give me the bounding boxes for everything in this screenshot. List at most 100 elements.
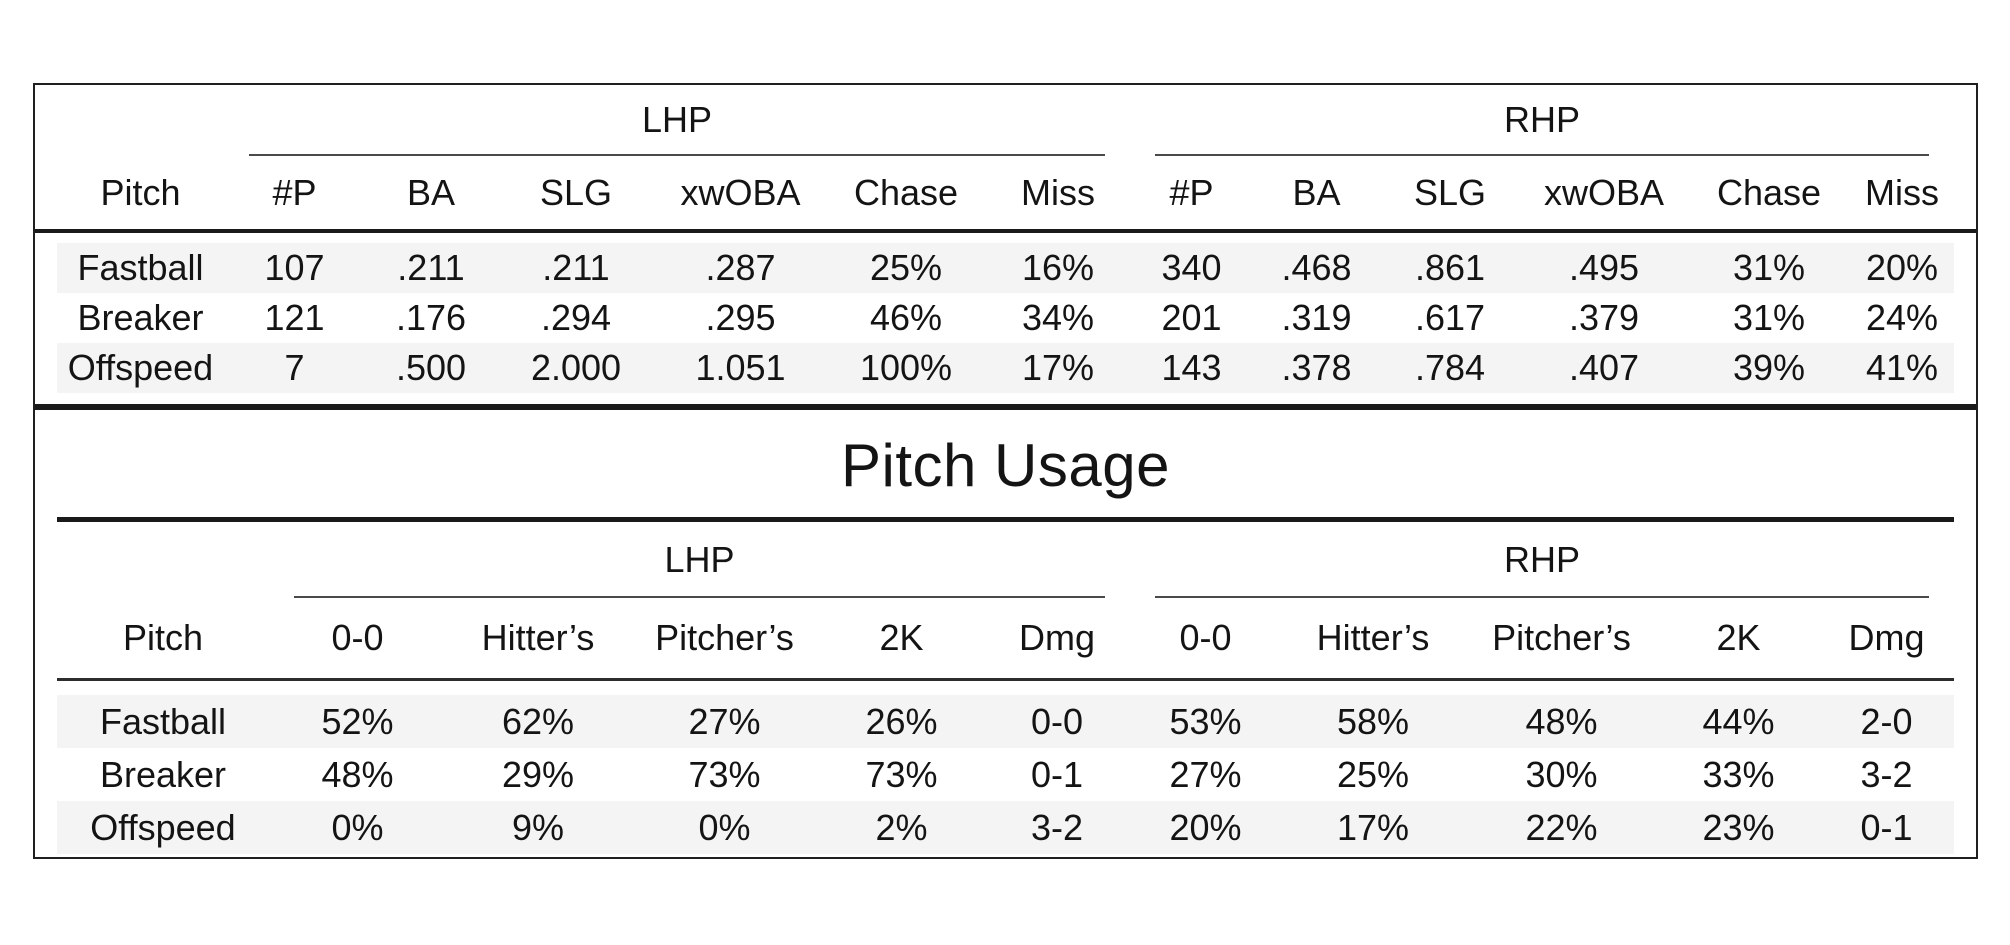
stat-cell: 27% [630, 695, 819, 748]
column-header: Chase [853, 171, 959, 213]
column-header: Hitter’s [481, 617, 595, 658]
column-header: xwOBA [680, 171, 801, 213]
usage-table-header: LHP RHP Pitch 0-0 Hitter’s Pitcher’s 2K … [57, 523, 1954, 678]
column-header: SLG [539, 171, 613, 213]
page-title: Pitch Usage [841, 432, 1170, 499]
pitch-type-cell: Fastball [57, 695, 269, 748]
stat-cell: 107 [224, 243, 365, 293]
stat-cell: .495 [1520, 243, 1688, 293]
group-header-rhp: RHP [1130, 523, 1954, 598]
table-row: Fastball 52% 62% 27% 26% 0-0 53% 58% 48%… [57, 695, 1954, 748]
corner-spacer [57, 523, 269, 598]
column-header-pitch: Pitch [122, 617, 204, 658]
stat-cell: 53% [1130, 695, 1281, 748]
stat-cell: 0-1 [1030, 753, 1084, 795]
stat-cell: .295 [705, 297, 776, 338]
stat-cell: .319 [1281, 297, 1352, 338]
stat-cell: .211 [365, 243, 497, 293]
column-header: Pitcher’s [655, 617, 794, 658]
stat-cell: 340 [1130, 243, 1253, 293]
pitch-type-cell: Offspeed [57, 801, 269, 854]
column-header: Dmg [1019, 617, 1096, 658]
group-label-lhp: LHP [664, 539, 735, 580]
stat-cell: 26% [819, 695, 984, 748]
column-header: Chase [1717, 171, 1822, 213]
pitch-type-cell: Offspeed [57, 343, 224, 393]
stat-cell: .784 [1380, 343, 1520, 393]
column-header: SLG [1414, 171, 1487, 213]
stat-cell: 23% [1658, 801, 1819, 854]
stat-cell: 22% [1465, 801, 1658, 854]
section-divider [35, 404, 1976, 410]
stat-cell: 41% [1850, 343, 1954, 393]
column-header: #P [272, 171, 317, 213]
column-header: 2K [1716, 617, 1761, 658]
stat-cell: 27% [1169, 753, 1242, 795]
stat-cell: 31% [1688, 243, 1850, 293]
column-header: Dmg [1848, 617, 1925, 658]
stat-cell: .176 [395, 297, 467, 338]
title-underline [57, 517, 1954, 522]
group-header-row: LHP RHP [57, 523, 1954, 598]
stat-cell: 73% [688, 753, 761, 795]
column-header-pitch: Pitch [100, 171, 181, 213]
stat-cell: .500 [365, 343, 497, 393]
stat-cell: 0% [269, 801, 446, 854]
group-label-lhp: LHP [642, 99, 713, 140]
pitch-type-cell: Breaker [99, 753, 227, 795]
stat-cell: 46% [869, 297, 943, 338]
group-label-rhp: RHP [1504, 99, 1581, 140]
table-row: Breaker 48% 29% 73% 73% 0-1 27% 25% 30% … [57, 748, 1954, 801]
stat-cell: .378 [1253, 343, 1380, 393]
group-header-row: LHP RHP [57, 85, 1954, 156]
stat-cell: 52% [269, 695, 446, 748]
stat-cell: .861 [1380, 243, 1520, 293]
results-table-body: Fastball 107 .211 .211 .287 25% 16% 340 … [57, 243, 1954, 393]
stat-cell: 1.051 [655, 343, 826, 393]
column-header: 2K [879, 617, 924, 658]
stat-cell: 17% [986, 343, 1130, 393]
stat-cell: 143 [1130, 343, 1253, 393]
stat-cell: 24% [1865, 297, 1939, 338]
stat-cell: 7 [224, 343, 365, 393]
stat-cell: 20% [1850, 243, 1954, 293]
column-header: BA [1292, 171, 1341, 213]
stat-cell: .287 [655, 243, 826, 293]
stat-cell: 62% [446, 695, 630, 748]
stat-cell: 73% [865, 753, 938, 795]
stat-cell: 31% [1732, 297, 1806, 338]
stat-cell: 44% [1658, 695, 1819, 748]
stat-cell: 9% [446, 801, 630, 854]
column-header-row: Pitch 0-0 Hitter’s Pitcher’s 2K Dmg 0-0 … [57, 598, 1954, 678]
stat-cell: 34% [1021, 297, 1095, 338]
stat-cell: 201 [1161, 297, 1222, 338]
group-header-rhp: RHP [1130, 85, 1954, 156]
stat-cell: 48% [321, 753, 394, 795]
stat-cell: 2-0 [1819, 695, 1954, 748]
table-row: Breaker 121 .176 .294 .295 46% 34% 201 .… [57, 293, 1954, 343]
header-divider [57, 678, 1954, 681]
stat-cell: .468 [1253, 243, 1380, 293]
stat-cell: 48% [1465, 695, 1658, 748]
stat-cell: 39% [1688, 343, 1850, 393]
column-header: Miss [1021, 171, 1096, 213]
pitch-type-cell: Fastball [57, 243, 224, 293]
table-row: Fastball 107 .211 .211 .287 25% 16% 340 … [57, 243, 1954, 293]
stat-cell: 121 [264, 297, 325, 338]
stat-cell: 2% [819, 801, 984, 854]
stat-cell: 3-2 [984, 801, 1130, 854]
column-header: BA [406, 171, 456, 213]
stat-cell: 30% [1525, 753, 1598, 795]
pitch-stats-card: LHP RHP Pitch #P BA SLG xwOBA Chase Miss… [33, 83, 1978, 859]
stat-cell: 100% [826, 343, 986, 393]
stat-cell: 2.000 [497, 343, 655, 393]
header-divider [35, 229, 1976, 233]
stat-cell: 33% [1702, 753, 1775, 795]
stat-cell: .617 [1414, 297, 1486, 338]
table-row: Offspeed 0% 9% 0% 2% 3-2 20% 17% 22% 23%… [57, 801, 1954, 854]
stat-cell: .211 [497, 243, 655, 293]
stat-cell: 20% [1130, 801, 1281, 854]
stat-cell: .407 [1520, 343, 1688, 393]
column-header: Hitter’s [1316, 617, 1430, 658]
column-header: #P [1169, 171, 1214, 213]
